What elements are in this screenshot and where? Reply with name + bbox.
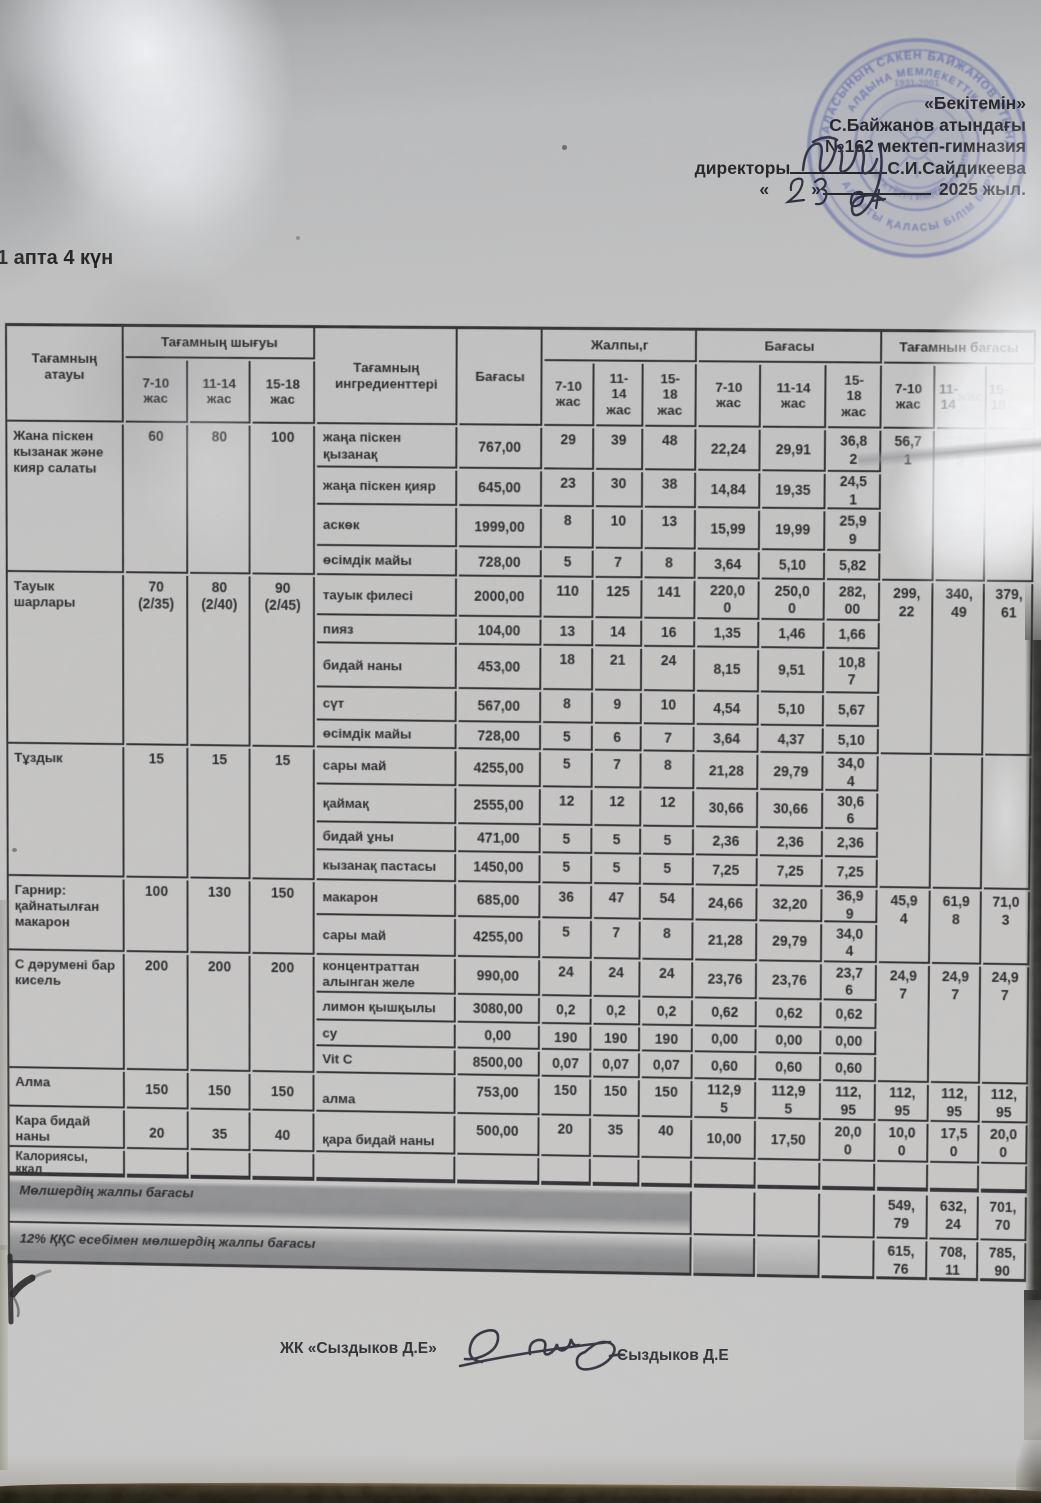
svg-text:1931-2001: 1931-2001: [894, 78, 940, 89]
